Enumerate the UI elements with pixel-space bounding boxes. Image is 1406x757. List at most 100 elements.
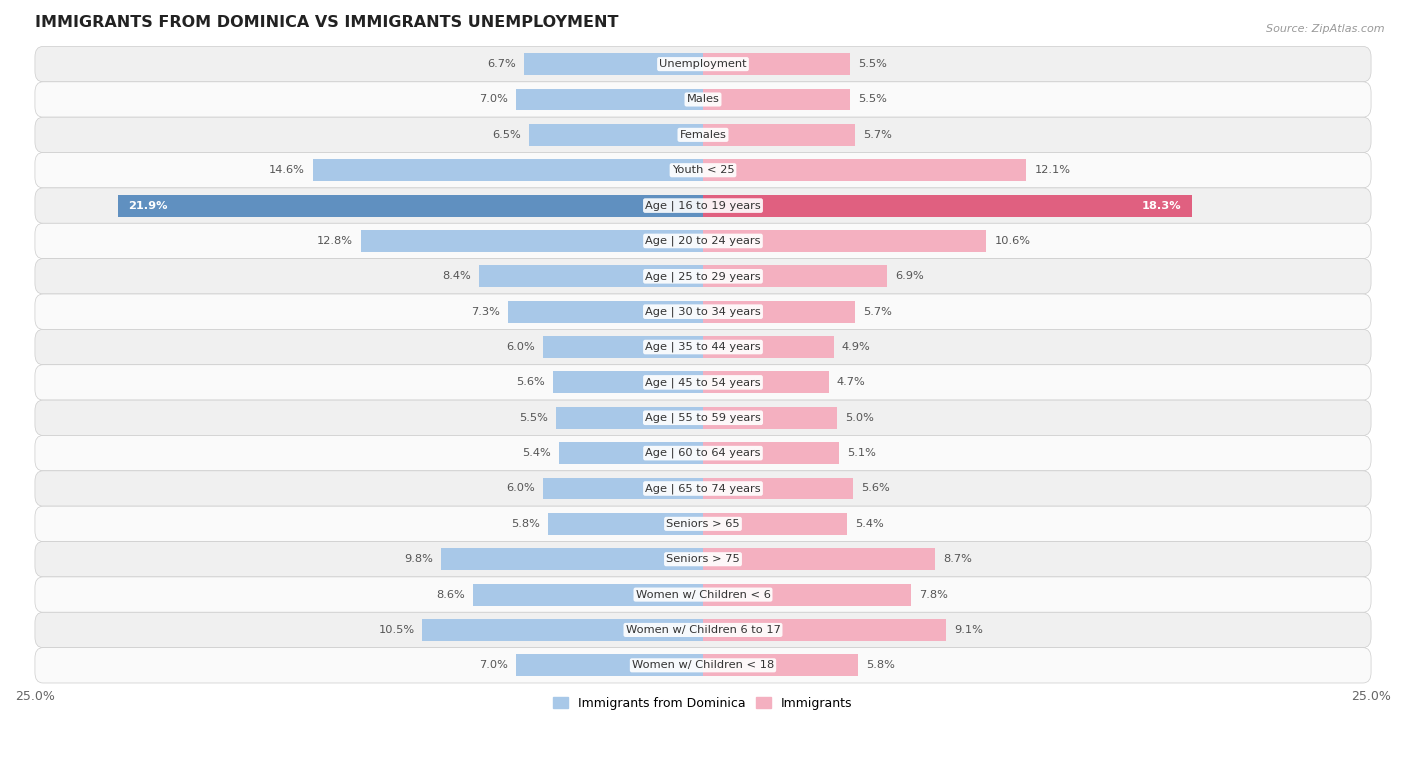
- FancyBboxPatch shape: [35, 223, 1371, 259]
- Bar: [314, 159, 703, 181]
- Text: Age | 55 to 59 years: Age | 55 to 59 years: [645, 413, 761, 423]
- FancyBboxPatch shape: [35, 612, 1371, 648]
- Legend: Immigrants from Dominica, Immigrants: Immigrants from Dominica, Immigrants: [548, 692, 858, 715]
- Text: 6.7%: 6.7%: [488, 59, 516, 69]
- Bar: [554, 372, 703, 394]
- Bar: [516, 89, 703, 111]
- Bar: [703, 53, 851, 75]
- Text: Age | 35 to 44 years: Age | 35 to 44 years: [645, 342, 761, 352]
- Text: 4.9%: 4.9%: [842, 342, 870, 352]
- Text: 9.8%: 9.8%: [405, 554, 433, 564]
- Bar: [543, 336, 703, 358]
- FancyBboxPatch shape: [35, 329, 1371, 365]
- FancyBboxPatch shape: [35, 117, 1371, 153]
- Text: Age | 45 to 54 years: Age | 45 to 54 years: [645, 377, 761, 388]
- Bar: [441, 548, 703, 570]
- Text: Age | 25 to 29 years: Age | 25 to 29 years: [645, 271, 761, 282]
- Text: 5.6%: 5.6%: [516, 378, 546, 388]
- Bar: [361, 230, 703, 252]
- Bar: [508, 301, 703, 322]
- Bar: [703, 548, 935, 570]
- Text: 18.3%: 18.3%: [1142, 201, 1181, 210]
- Text: 8.6%: 8.6%: [436, 590, 465, 600]
- Bar: [529, 124, 703, 146]
- Text: Unemployment: Unemployment: [659, 59, 747, 69]
- Text: 7.8%: 7.8%: [920, 590, 948, 600]
- Text: 5.0%: 5.0%: [845, 413, 873, 422]
- Text: 6.0%: 6.0%: [506, 342, 534, 352]
- Text: 21.9%: 21.9%: [128, 201, 167, 210]
- Text: 6.9%: 6.9%: [896, 271, 924, 282]
- Bar: [548, 513, 703, 535]
- FancyBboxPatch shape: [35, 153, 1371, 188]
- Text: 5.7%: 5.7%: [863, 307, 893, 316]
- Bar: [422, 619, 703, 641]
- Text: 10.5%: 10.5%: [378, 625, 415, 635]
- FancyBboxPatch shape: [35, 82, 1371, 117]
- FancyBboxPatch shape: [35, 400, 1371, 435]
- FancyBboxPatch shape: [35, 259, 1371, 294]
- Bar: [703, 159, 1026, 181]
- Text: Seniors > 75: Seniors > 75: [666, 554, 740, 564]
- Text: 5.5%: 5.5%: [858, 59, 887, 69]
- Bar: [118, 195, 703, 217]
- FancyBboxPatch shape: [35, 435, 1371, 471]
- Bar: [516, 654, 703, 676]
- Text: 12.8%: 12.8%: [316, 236, 353, 246]
- Text: 5.8%: 5.8%: [512, 519, 540, 529]
- Bar: [558, 442, 703, 464]
- Text: 4.7%: 4.7%: [837, 378, 865, 388]
- Text: Seniors > 65: Seniors > 65: [666, 519, 740, 529]
- Bar: [703, 513, 848, 535]
- Text: Age | 60 to 64 years: Age | 60 to 64 years: [645, 448, 761, 459]
- Bar: [703, 442, 839, 464]
- Text: 8.4%: 8.4%: [441, 271, 471, 282]
- Text: 5.7%: 5.7%: [863, 130, 893, 140]
- Text: Males: Males: [686, 95, 720, 104]
- FancyBboxPatch shape: [35, 46, 1371, 82]
- FancyBboxPatch shape: [35, 541, 1371, 577]
- Text: Females: Females: [679, 130, 727, 140]
- Bar: [703, 619, 946, 641]
- FancyBboxPatch shape: [35, 365, 1371, 400]
- Bar: [703, 89, 851, 111]
- Text: 5.5%: 5.5%: [519, 413, 548, 422]
- Text: Youth < 25: Youth < 25: [672, 165, 734, 175]
- FancyBboxPatch shape: [35, 188, 1371, 223]
- Text: 14.6%: 14.6%: [269, 165, 305, 175]
- Text: 7.0%: 7.0%: [479, 660, 508, 670]
- Text: 10.6%: 10.6%: [994, 236, 1031, 246]
- Text: 5.8%: 5.8%: [866, 660, 894, 670]
- FancyBboxPatch shape: [35, 648, 1371, 683]
- FancyBboxPatch shape: [35, 471, 1371, 506]
- FancyBboxPatch shape: [35, 577, 1371, 612]
- Text: 6.5%: 6.5%: [492, 130, 522, 140]
- Bar: [703, 124, 855, 146]
- Text: 5.1%: 5.1%: [848, 448, 876, 458]
- Bar: [703, 301, 855, 322]
- Bar: [703, 584, 911, 606]
- FancyBboxPatch shape: [35, 294, 1371, 329]
- Text: Women w/ Children < 6: Women w/ Children < 6: [636, 590, 770, 600]
- Text: Age | 20 to 24 years: Age | 20 to 24 years: [645, 235, 761, 246]
- Text: 7.0%: 7.0%: [479, 95, 508, 104]
- Bar: [703, 478, 852, 500]
- Text: 5.5%: 5.5%: [858, 95, 887, 104]
- FancyBboxPatch shape: [35, 506, 1371, 541]
- Bar: [703, 230, 986, 252]
- Bar: [474, 584, 703, 606]
- Bar: [703, 266, 887, 287]
- Text: 12.1%: 12.1%: [1035, 165, 1070, 175]
- Text: Age | 16 to 19 years: Age | 16 to 19 years: [645, 201, 761, 211]
- Bar: [703, 407, 837, 428]
- Text: 8.7%: 8.7%: [943, 554, 973, 564]
- Text: 7.3%: 7.3%: [471, 307, 501, 316]
- Text: 6.0%: 6.0%: [506, 484, 534, 494]
- Text: Age | 30 to 34 years: Age | 30 to 34 years: [645, 307, 761, 317]
- Text: 5.4%: 5.4%: [855, 519, 884, 529]
- Bar: [555, 407, 703, 428]
- Text: Age | 65 to 74 years: Age | 65 to 74 years: [645, 483, 761, 494]
- Text: Women w/ Children 6 to 17: Women w/ Children 6 to 17: [626, 625, 780, 635]
- Text: 9.1%: 9.1%: [955, 625, 983, 635]
- Bar: [543, 478, 703, 500]
